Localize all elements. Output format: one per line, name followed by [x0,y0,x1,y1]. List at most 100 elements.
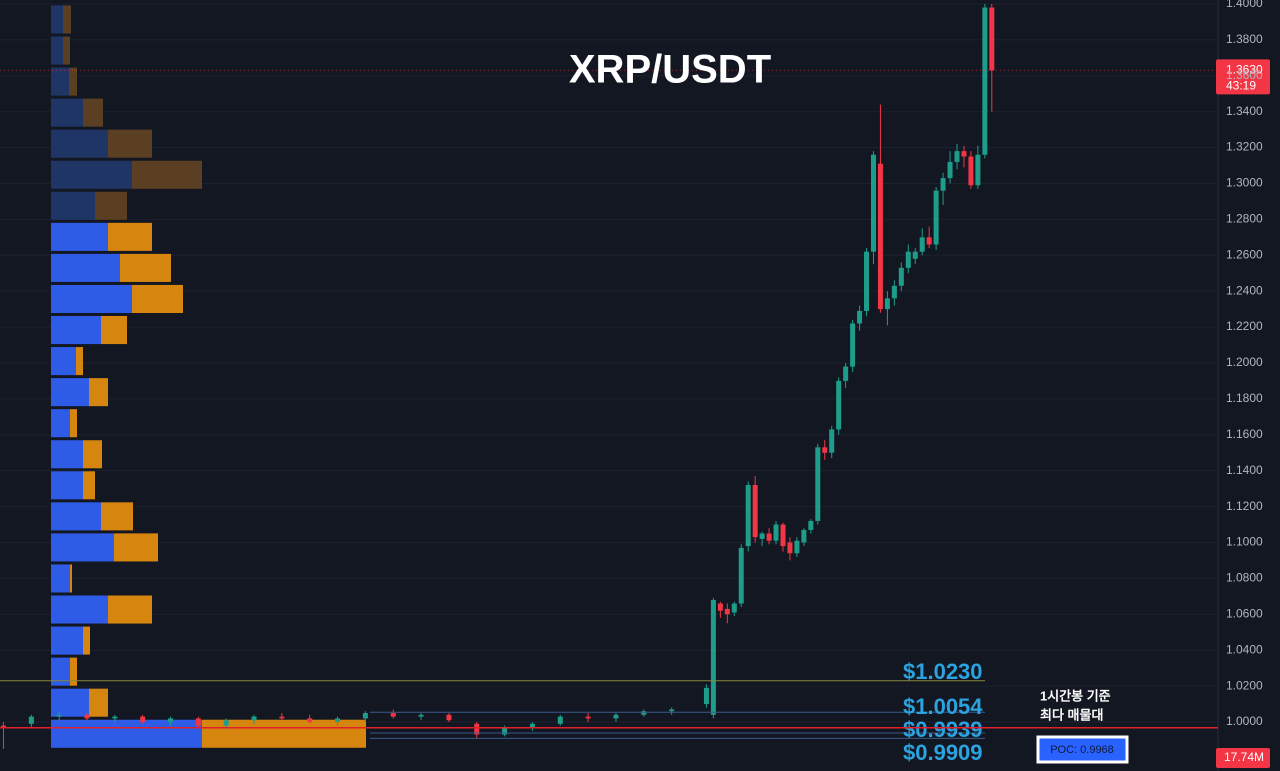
profile-sell [101,316,127,345]
candle-body [474,723,480,735]
candle-body [773,524,779,541]
candle-body [669,709,675,712]
y-tick-label: 1.1800 [1226,391,1263,405]
chart-title: XRP/USDT [569,48,771,92]
profile-buy [51,533,114,562]
profile-sell [108,129,152,158]
y-tick-label: 1.1200 [1226,499,1263,513]
candle-body [745,485,751,547]
candle-body [877,163,883,310]
candle-body [703,687,709,705]
candle-body [815,447,821,521]
last-price-label: 1.3630 [1226,63,1263,77]
profile-sell [83,440,102,469]
profile-buy [51,471,83,500]
level-label: $1.0230 [903,659,983,684]
y-tick-label: 1.2800 [1226,212,1263,226]
candle-body [954,151,960,162]
profile-sell [63,36,70,65]
candle-body [0,725,6,728]
profile-buy [51,98,83,127]
profile-sell [70,409,77,438]
candle-body [975,154,981,186]
profile-sell [132,284,183,314]
candle-body [738,547,744,604]
profile-buy [51,284,132,314]
profile-buy [51,5,63,34]
profile-buy [51,378,89,407]
candle-body [710,599,716,715]
volume-label-box [1216,748,1270,768]
profile-buy [51,502,101,531]
y-tick-label: 1.2400 [1226,283,1263,297]
candle-body [335,718,341,722]
profile-buy [51,595,108,624]
y-tick-label: 1.0400 [1226,642,1263,656]
profile-buy [51,191,95,220]
profile-buy [51,657,70,686]
candle-body [717,603,723,611]
volume-label: 17.74M [1224,750,1264,764]
candle-body [28,716,34,724]
grid [0,3,1218,723]
candle-body [905,251,911,268]
candle-body [933,190,939,245]
candle-body [446,714,452,721]
candle-body [864,251,870,311]
candle-body [982,7,988,155]
candle-body [759,533,765,539]
profile-sell [132,160,202,189]
candle-body [251,716,257,721]
candle-body [884,298,890,310]
candle-body [794,540,800,554]
candle-body [961,151,967,157]
candle-body [989,7,995,71]
profile-buy [51,129,108,158]
level-label: $1.0054 [903,694,983,719]
candle-body [140,716,146,722]
candle-body [891,285,897,299]
y-tick-label: 1.0000 [1226,714,1263,728]
candle-body [585,716,591,719]
candle-body [940,178,946,191]
profile-sell [69,67,77,96]
y-tick-label: 1.2600 [1226,247,1263,261]
candle-body [836,380,842,430]
candle-body [912,251,918,259]
y-tick-label: 1.2200 [1226,319,1263,333]
candle-body [362,713,368,719]
profile-sell [95,191,127,220]
candle-body [780,524,786,547]
profile-buy [51,160,132,189]
candle-body [223,720,229,726]
profile-buy [51,67,69,96]
candle-body [801,529,807,543]
profile-sell [114,533,158,562]
profile-sell [76,347,83,376]
profile-buy [51,36,63,65]
candle-body [919,237,925,252]
profile-sell [120,253,171,282]
y-tick-label: 1.0200 [1226,678,1263,692]
profile-sell [70,657,77,686]
profile-buy [51,316,101,345]
y-tick-label: 1.3600 [1226,68,1263,82]
profile-buy [51,564,70,593]
y-tick-label: 1.1000 [1226,535,1263,549]
profile-sell [83,98,103,127]
profile-sell [202,719,366,748]
profile-buy [51,222,108,251]
profile-buy [51,409,70,438]
candle-body [724,608,730,615]
candle-body [279,716,285,719]
profile-buy [51,688,89,717]
candle-body [168,718,174,722]
profile-sell [83,626,90,655]
poc-note: 최다 매물대 [1040,707,1103,722]
y-tick-label: 1.2000 [1226,355,1263,369]
candle-body [641,711,647,715]
y-tick-label: 1.1600 [1226,427,1263,441]
profile-buy [51,719,202,748]
